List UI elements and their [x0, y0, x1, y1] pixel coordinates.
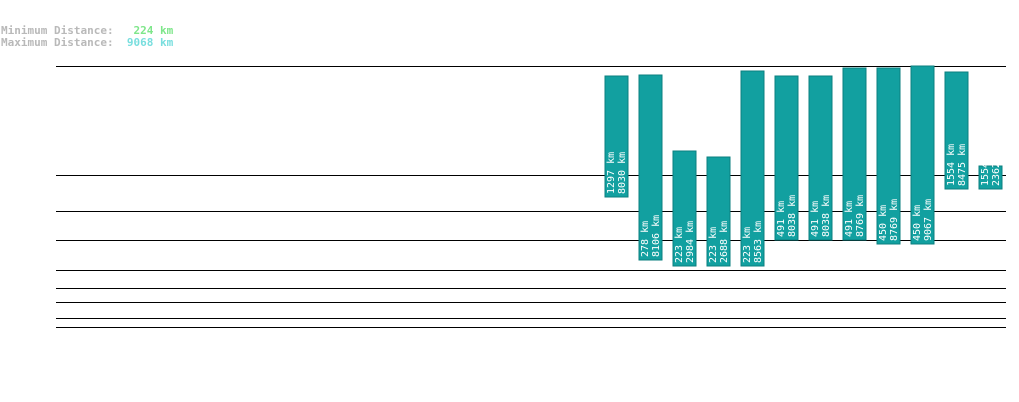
- bar-low-label-3: 223 km: [708, 227, 719, 263]
- bar-high-label-0: 8030 km: [617, 152, 628, 194]
- bar-low-label-5: 491 km: [776, 201, 787, 237]
- bar-low-label-1: 278 km: [640, 221, 651, 257]
- bar-rect-6: [808, 75, 833, 241]
- bar-high-label-1: 8106 km: [651, 215, 662, 257]
- bar-high-label-4: 8563 km: [753, 221, 764, 263]
- bar-high-label-2: 2984 km: [685, 221, 696, 263]
- bar-6: 491 km 8038 km: [808, 75, 833, 241]
- bar-low-label-11: 1554: [980, 162, 991, 186]
- bar-11: 1554 2362: [978, 162, 1003, 190]
- bar-rect-1: [638, 74, 663, 261]
- bar-high-label-8: 8769 km: [889, 199, 900, 241]
- bar-low-label-7: 491 km: [844, 201, 855, 237]
- bar-rect-0: [604, 75, 629, 198]
- bar-5: 491 km 8038 km: [774, 75, 799, 241]
- bar-low-label-0: 1297 km: [606, 152, 617, 194]
- bar-high-label-9: 9067 km: [923, 199, 934, 241]
- bar-rect-8: [876, 67, 901, 245]
- bar-high-label-3: 2688 km: [719, 221, 730, 263]
- min-distance-row: Minimum Distance: 224 km: [1, 25, 173, 37]
- bar-low-label-10: 1554 km: [946, 144, 957, 186]
- bar-rect-4: [740, 70, 765, 267]
- bar-3: 223 km 2688 km: [706, 156, 731, 267]
- distance-summary: Minimum Distance: 224 km Maximum Distanc…: [1, 25, 173, 49]
- max-distance-value: 9068 km: [126, 36, 174, 49]
- bar-high-label-11: 2362: [991, 162, 1002, 186]
- min-distance-label: Minimum Distance:: [1, 24, 114, 37]
- bar-rect-10: [944, 71, 969, 190]
- bar-rect-2: [672, 150, 697, 267]
- bar-8: 450 km 8769 km: [876, 67, 901, 245]
- bar-2: 223 km 2984 km: [672, 150, 697, 267]
- bar-1: 278 km 8106 km: [638, 74, 663, 261]
- bar-rect-7: [842, 67, 867, 241]
- max-distance-label: Maximum Distance:: [1, 36, 114, 49]
- bar-rect-5: [774, 75, 799, 241]
- bar-high-label-7: 8769 km: [855, 195, 866, 237]
- bar-low-label-4: 223 km: [742, 227, 753, 263]
- min-distance-value: 224 km: [133, 24, 174, 37]
- bar-0: 1297 km 8030 km: [604, 75, 629, 198]
- bar-low-label-9: 450 km: [912, 205, 923, 241]
- bar-7: 491 km 8769 km: [842, 67, 867, 241]
- bar-low-label-6: 491 km: [810, 201, 821, 237]
- bar-low-label-2: 223 km: [674, 227, 685, 263]
- max-distance-row: Maximum Distance: 9068 km: [1, 37, 173, 49]
- bar-9: 450 km 9067 km: [910, 65, 935, 245]
- bar-rect-9: [910, 65, 935, 245]
- bar-rect-3: [706, 156, 731, 267]
- bar-high-label-5: 8038 km: [787, 195, 798, 237]
- bar-high-label-6: 8038 km: [821, 195, 832, 237]
- bar-10: 1554 km 8475 km: [944, 71, 969, 190]
- horizontal-gridlines: [56, 66, 1006, 328]
- bar-4: 223 km 8563 km: [740, 70, 765, 267]
- bar-rect-11: [978, 165, 1003, 190]
- bar-high-label-10: 8475 km: [957, 144, 968, 186]
- bar-low-label-8: 450 km: [878, 205, 889, 241]
